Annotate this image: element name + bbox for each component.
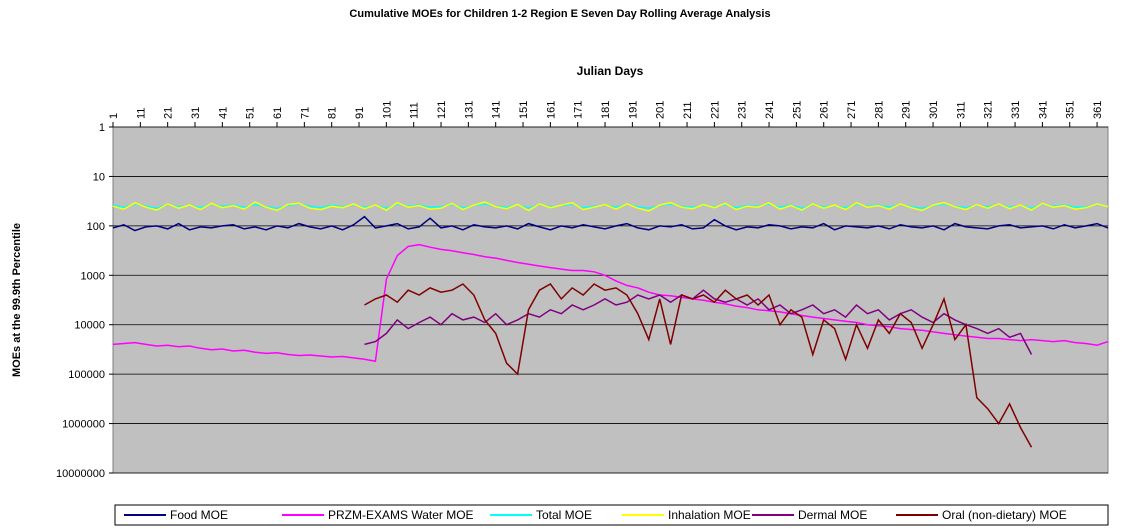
y-axis-title: MOEs at the 99.9th Percentile — [11, 223, 23, 377]
x-tick-label: 91 — [354, 107, 366, 119]
y-tick-label: 1 — [99, 122, 105, 134]
x-tick-label: 191 — [627, 101, 639, 119]
x-tick-label: 101 — [381, 101, 393, 119]
legend-label: PRZM-EXAMS Water MOE — [328, 508, 474, 522]
x-tick-label: 161 — [545, 101, 557, 119]
x-tick-label: 201 — [655, 101, 667, 119]
series-line — [112, 201, 1109, 212]
series-line — [112, 215, 1109, 232]
x-tick-label: 11 — [135, 108, 147, 119]
x-tick-label: 71 — [299, 107, 311, 119]
x-tick-label: 171 — [573, 101, 585, 119]
x-tick-label: 231 — [737, 101, 749, 119]
y-tick-label: 10000 — [74, 320, 105, 332]
y-tick-label: 1000000 — [62, 419, 105, 431]
x-tick-label: 311 — [955, 101, 967, 119]
x-tick-label: 331 — [1010, 101, 1022, 119]
y-tick-label: 100000 — [68, 369, 105, 381]
legend-box — [114, 504, 1109, 526]
x-tick-label: 181 — [600, 101, 612, 119]
series-line — [364, 283, 1033, 448]
x-tick-label: 251 — [791, 101, 803, 119]
legend-label: Inhalation MOE — [668, 508, 751, 522]
chart-title: Cumulative MOEs for Children 1-2 Region … — [349, 8, 770, 20]
x-tick-label: 31 — [190, 107, 202, 119]
x-tick-label: 41 — [217, 107, 229, 119]
x-tick-label: 301 — [928, 101, 940, 119]
x-tick-label: 351 — [1065, 101, 1077, 119]
y-tick-label: 100 — [87, 221, 105, 233]
legend-label: Total MOE — [536, 508, 592, 522]
x-tick-label: 21 — [163, 107, 175, 119]
x-tick-label: 81 — [327, 107, 339, 119]
series-line — [112, 243, 1109, 363]
x-tick-label: 151 — [518, 101, 530, 119]
x-tick-label: 361 — [1092, 101, 1104, 119]
plot-area — [112, 126, 1109, 474]
x-tick-label: 111 — [409, 102, 421, 119]
y-tick-label: 10 — [93, 171, 105, 183]
x-tick-label: 281 — [873, 101, 885, 119]
x-axis-title: Julian Days — [577, 64, 644, 78]
x-tick-label: 51 — [245, 107, 257, 119]
x-tick-label: 211 — [682, 101, 694, 119]
series-line — [364, 289, 1033, 355]
x-tick-label: 291 — [901, 101, 913, 119]
x-tick-label: 241 — [764, 101, 776, 119]
x-tick-label: 271 — [846, 101, 858, 119]
legend-label: Food MOE — [170, 508, 228, 522]
x-tick-label: 261 — [819, 101, 831, 119]
legend-label: Dermal MOE — [798, 508, 867, 522]
x-tick-label: 321 — [983, 101, 995, 119]
y-tick-label: 10000000 — [56, 468, 105, 480]
x-tick-label: 131 — [463, 101, 475, 119]
x-tick-label: 121 — [436, 101, 448, 119]
x-tick-label: 61 — [272, 107, 284, 119]
x-tick-label: 341 — [1037, 101, 1049, 119]
x-tick-label: 221 — [709, 101, 721, 119]
x-tick-label: 1 — [108, 113, 120, 119]
legend-label: Oral (non-dietary) MOE — [942, 508, 1067, 522]
y-tick-label: 1000 — [81, 270, 105, 282]
x-tick-label: 141 — [491, 101, 503, 119]
